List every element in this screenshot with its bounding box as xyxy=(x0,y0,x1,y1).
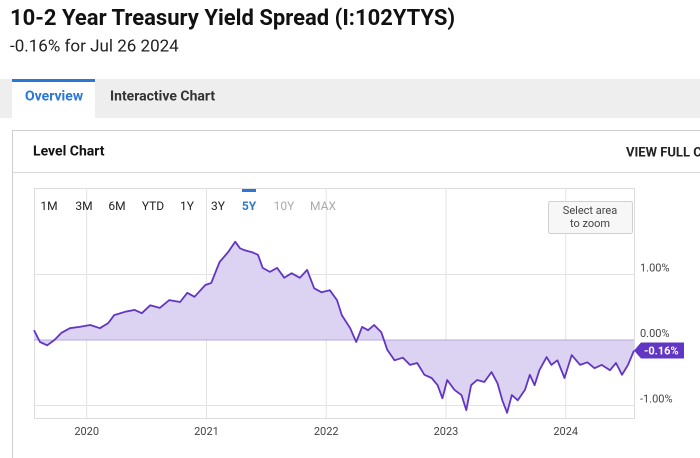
x-tick-label: 2024 xyxy=(553,425,578,438)
panel xyxy=(12,130,700,458)
range-button[interactable]: 3Y xyxy=(211,199,226,213)
range-button[interactable]: 1M xyxy=(40,199,57,213)
zoom-hint-box xyxy=(548,201,633,234)
tab-bar xyxy=(0,79,700,118)
range-button[interactable]: 1Y xyxy=(180,199,195,213)
current-label: -0.16% xyxy=(644,344,679,357)
panel-action[interactable]: VIEW FULL C xyxy=(626,145,700,160)
plot-frame xyxy=(34,188,635,419)
tab-active[interactable] xyxy=(12,79,95,118)
range-button: MAX xyxy=(310,199,336,213)
range-button[interactable]: 6M xyxy=(108,199,125,213)
series-line xyxy=(33,240,635,414)
tab-label[interactable]: Interactive Chart xyxy=(110,89,215,105)
page-subtitle: -0.16% for Jul 26 2024 xyxy=(10,36,179,56)
range-button: 10Y xyxy=(274,199,295,213)
tab-label[interactable]: Overview xyxy=(25,89,84,105)
range-button[interactable]: YTD xyxy=(142,199,164,213)
range-indicator xyxy=(242,189,256,192)
x-tick-label: 2020 xyxy=(74,425,99,438)
zoom-hint: Select area xyxy=(563,204,617,217)
y-tick-label: 0.00% xyxy=(640,327,670,340)
x-tick-label: 2022 xyxy=(314,425,339,438)
tab-indicator xyxy=(12,79,95,82)
zoom-hint: to zoom xyxy=(570,217,610,230)
chart: 2020 2021 2022 2023 2024 1.00% 0.00% -1.00% -0.1… xyxy=(33,188,684,438)
x-tick-label: 2021 xyxy=(194,425,219,438)
y-tick-label: -1.00% xyxy=(640,392,673,405)
panel-title: Level Chart xyxy=(33,144,105,160)
x-tick-label: 2023 xyxy=(434,425,459,438)
range-button[interactable]: 5Y xyxy=(242,199,257,213)
current-flag xyxy=(634,342,684,359)
series-area xyxy=(34,241,634,413)
page-title: 10-2 Year Treasury Yield Spread (I:102YT… xyxy=(10,6,455,31)
range-button[interactable]: 3M xyxy=(75,199,92,213)
y-tick-label: 1.00% xyxy=(640,261,670,274)
